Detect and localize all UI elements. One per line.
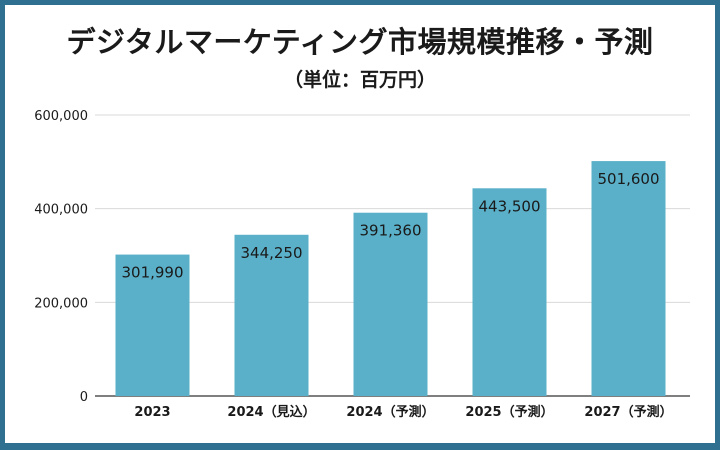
bar <box>353 212 428 396</box>
chart-card: デジタルマーケティング市場規模推移・予測 （単位：百万円） 0 200,000 40… <box>5 5 715 443</box>
x-tick-label: 2024（予測） <box>346 404 434 420</box>
bar-chart: 0 200,000 400,000 600,000 301,990 2023 344,250… <box>34 109 690 420</box>
x-tick-label: 2023 <box>134 405 170 420</box>
data-label: 391,360 <box>359 222 421 240</box>
x-tick-label: 2027（予測） <box>584 404 672 420</box>
data-label: 501,600 <box>597 170 659 188</box>
data-label: 443,500 <box>478 197 540 215</box>
y-tick-label: 200,000 <box>34 296 88 311</box>
x-tick-label: 2025（予測） <box>465 404 553 420</box>
chart-subtitle: （単位：百万円） <box>283 69 436 91</box>
data-label: 344,250 <box>240 244 302 262</box>
y-tick-label: 600,000 <box>34 109 88 124</box>
bar <box>591 161 666 396</box>
chart-title: デジタルマーケティング市場規模推移・予測 <box>66 25 654 59</box>
data-label: 301,990 <box>121 264 183 282</box>
bar <box>115 254 190 396</box>
y-tick-label: 400,000 <box>34 203 88 218</box>
bar <box>234 234 309 396</box>
bar <box>472 188 547 396</box>
y-tick-label: 0 <box>80 390 88 405</box>
x-tick-label: 2024（見込） <box>227 404 315 420</box>
